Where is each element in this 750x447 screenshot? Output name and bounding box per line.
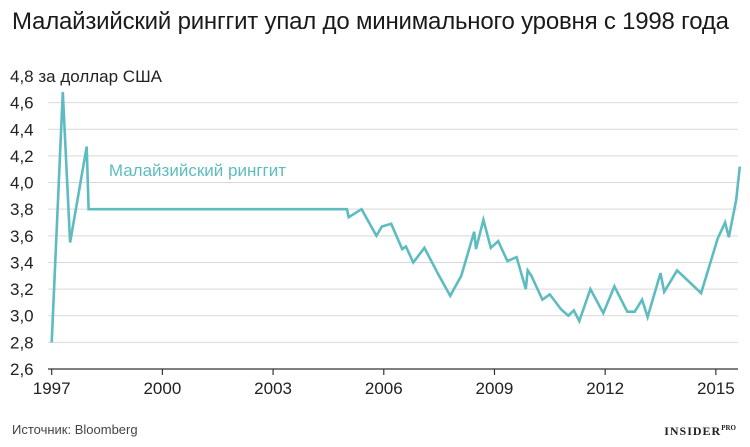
y-tick-label: 3,4: [10, 253, 34, 272]
y-tick-label: 2,8: [10, 333, 34, 352]
y-tick-label: 2,6: [10, 360, 34, 379]
y-axis-label: 4,8 за доллар США: [10, 67, 163, 86]
x-tick-label: 2000: [143, 379, 181, 398]
x-tick-label: 2009: [476, 379, 514, 398]
x-tick-label: 2015: [697, 379, 735, 398]
x-tick-label: 2003: [254, 379, 292, 398]
series-layer: [50, 91, 742, 343]
y-tick-labels: 2,6 2,8 3,0 3,2 3,4 3,6 3,8 4,0 4,2 4,4 4,6: [10, 94, 34, 379]
chart-title: Малайзийский ринггит упал до минимальног…: [12, 8, 729, 35]
y-tick-label: 3,2: [10, 280, 34, 299]
x-tick-label: 1997: [33, 379, 71, 398]
y-tick-label: 3,0: [10, 307, 34, 326]
y-tick-label: 3,6: [10, 227, 34, 246]
grid-lines: [48, 102, 738, 343]
y-tick-label: 3,8: [10, 200, 34, 219]
x-tick-label: 2012: [586, 379, 624, 398]
y-tick-label: 4,2: [10, 147, 34, 166]
brand-logo: INSIDERPRO: [664, 424, 736, 438]
series-label: Малайзийский ринггит: [109, 161, 286, 180]
x-axis: 1997 2000 2003 2006 2009 2012 2015: [33, 368, 738, 398]
series-line: [50, 91, 742, 343]
x-tick-label: 2006: [365, 379, 403, 398]
y-tick-label: 4,4: [10, 120, 34, 139]
y-tick-label: 4,6: [10, 94, 34, 113]
source-note: Источник: Bloomberg: [12, 422, 138, 437]
y-tick-label: 4,0: [10, 174, 34, 193]
